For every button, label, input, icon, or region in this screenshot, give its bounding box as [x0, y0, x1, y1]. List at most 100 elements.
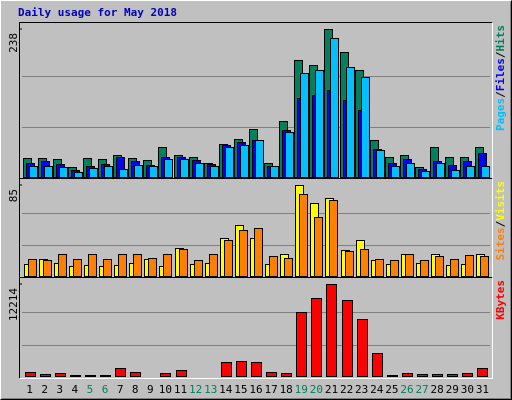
bar — [25, 372, 36, 377]
bar — [477, 368, 488, 377]
bar — [447, 374, 458, 377]
bar — [240, 145, 249, 178]
x-tick-label: 9 — [147, 383, 154, 396]
bar — [100, 375, 111, 377]
bar — [85, 375, 96, 377]
bar — [346, 67, 355, 178]
bar — [209, 254, 218, 277]
legend-entry: Files — [494, 58, 507, 91]
bar — [285, 132, 294, 178]
bar — [239, 230, 248, 277]
bar — [29, 166, 38, 178]
bar — [115, 368, 126, 377]
bar — [372, 353, 383, 377]
x-tick-label: 5 — [87, 383, 94, 396]
bar — [28, 259, 37, 277]
x-tick-label: 24 — [370, 383, 384, 396]
bar — [314, 217, 323, 277]
x-tick-label: 22 — [340, 383, 353, 396]
x-tick-label: 15 — [234, 383, 247, 396]
bar — [405, 254, 414, 277]
bar — [326, 284, 337, 377]
bar — [466, 166, 475, 178]
bar — [104, 166, 113, 178]
y-tick-label: 238 — [7, 33, 20, 53]
bar — [179, 249, 188, 277]
bar — [44, 166, 53, 178]
plot-border — [19, 22, 493, 180]
bar — [148, 258, 157, 277]
x-tick-label: 20 — [310, 383, 323, 396]
bar — [420, 260, 429, 277]
bar — [73, 259, 82, 277]
legend-entry: Visits — [494, 181, 507, 221]
x-tick-label: 28 — [431, 383, 444, 396]
plot-border — [19, 178, 493, 279]
bar — [164, 159, 173, 178]
x-tick-label: 4 — [72, 383, 79, 396]
x-tick-label: 27 — [415, 383, 428, 396]
y-tick-label: 12214 — [7, 288, 20, 321]
bar — [432, 374, 443, 377]
bar — [221, 362, 232, 377]
bar — [70, 375, 81, 377]
plot-border — [19, 277, 493, 379]
x-tick-label: 7 — [117, 383, 124, 396]
bar — [236, 361, 247, 377]
x-tick-label: 12 — [189, 383, 202, 396]
bar — [88, 254, 97, 277]
bar — [160, 373, 171, 377]
bar — [329, 200, 338, 277]
bar — [194, 260, 203, 277]
bar — [480, 256, 489, 277]
legend-entry: Pages — [494, 98, 507, 131]
bar — [375, 259, 384, 277]
bar — [462, 373, 473, 377]
x-tick-label: 17 — [264, 383, 277, 396]
bar — [195, 163, 204, 178]
bar — [176, 370, 187, 377]
bar — [376, 150, 385, 178]
bar — [255, 140, 264, 178]
bar — [299, 194, 308, 277]
bar — [43, 260, 52, 277]
y-tick-label: 85 — [7, 189, 20, 202]
x-tick-label: 14 — [219, 383, 233, 396]
bar — [417, 374, 428, 377]
chart-title: Daily usage for May 2018 — [18, 6, 177, 19]
bar — [390, 260, 399, 277]
bar — [119, 169, 128, 178]
bar — [330, 38, 339, 178]
x-tick-label: 6 — [102, 383, 109, 396]
bar — [254, 228, 263, 277]
legend-separator: / — [494, 51, 507, 58]
legend-entry: Hits — [494, 25, 507, 52]
bar — [300, 73, 309, 178]
bar — [402, 373, 413, 377]
bar — [103, 259, 112, 277]
x-tick-label: 2 — [41, 383, 48, 396]
x-tick-label: 31 — [476, 383, 489, 396]
bar — [251, 362, 262, 377]
x-tick-label: 25 — [385, 383, 398, 396]
bar — [149, 166, 158, 178]
bar — [421, 171, 430, 178]
x-tick-label: 29 — [446, 383, 459, 396]
x-tick-label: 11 — [174, 383, 187, 396]
legend-separator: / — [494, 220, 507, 227]
x-tick-label: 8 — [132, 383, 139, 396]
bar — [296, 312, 307, 377]
bar — [225, 147, 234, 178]
bar — [406, 163, 415, 178]
bar — [281, 373, 292, 377]
x-tick-label: 1 — [26, 383, 33, 396]
x-tick-label: 16 — [249, 383, 262, 396]
bar — [163, 254, 172, 277]
legend-entry: Sites — [494, 227, 507, 260]
x-tick-label: 21 — [325, 383, 338, 396]
x-tick-label: 10 — [159, 383, 172, 396]
x-tick-label: 3 — [56, 383, 63, 396]
bar — [342, 300, 353, 377]
